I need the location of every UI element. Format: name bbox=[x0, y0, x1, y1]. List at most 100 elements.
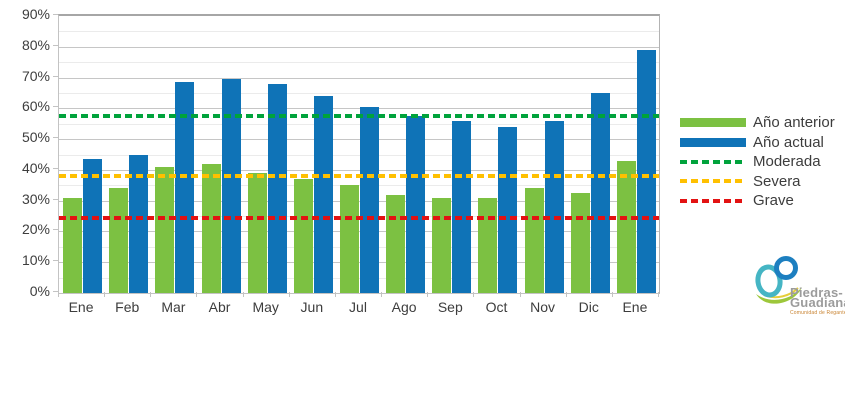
chart-legend: Año anterior Año actual Moderada Severa Grav… bbox=[680, 113, 835, 211]
x-axis-label: May bbox=[252, 299, 279, 315]
bar-ano-anterior bbox=[570, 192, 590, 293]
bar-ano-actual bbox=[590, 92, 610, 293]
x-axis-label: Dic bbox=[578, 299, 599, 315]
legend-item-grave: Grave bbox=[680, 191, 835, 211]
legend-swatch-moderada bbox=[680, 159, 746, 164]
reference-line-grave bbox=[59, 215, 659, 220]
x-axis-label: Nov bbox=[530, 299, 556, 315]
company-logo: Piedras- Guadiana Comunidad de Regantes bbox=[740, 252, 845, 327]
bar-ano-actual bbox=[129, 154, 149, 293]
plot-area bbox=[58, 14, 660, 294]
y-axis-tick bbox=[53, 229, 58, 231]
gridline-major bbox=[59, 139, 659, 141]
bar-ano-actual bbox=[636, 49, 656, 293]
legend-label-ano-anterior: Año anterior bbox=[753, 114, 835, 132]
logo-tagline: Comunidad de Regantes bbox=[790, 310, 845, 316]
y-axis-label: 30% bbox=[21, 190, 50, 207]
x-axis-tick bbox=[566, 292, 567, 297]
y-axis-label: 60% bbox=[21, 98, 50, 115]
bar-ano-anterior bbox=[524, 188, 544, 293]
gridline-minor bbox=[59, 154, 659, 156]
gridline-minor bbox=[59, 123, 659, 125]
gridline-minor bbox=[59, 62, 659, 64]
x-axis-label: Oct bbox=[485, 299, 508, 315]
bar-ano-anterior bbox=[109, 188, 129, 293]
logo-name-line2: Guadiana bbox=[790, 295, 845, 310]
bar-ano-anterior bbox=[155, 166, 175, 293]
gridline-major bbox=[59, 77, 659, 79]
gridline-minor bbox=[59, 185, 659, 187]
legend-item-moderada: Moderada bbox=[680, 152, 835, 172]
gridline-major bbox=[59, 108, 659, 110]
legend-swatch-severa bbox=[680, 179, 746, 184]
legend-item-ano-actual: Año actual bbox=[680, 133, 835, 153]
bar-ano-actual bbox=[452, 120, 472, 293]
y-axis-tick bbox=[53, 44, 58, 46]
legend-label-severa: Severa bbox=[753, 172, 801, 190]
gridline-major bbox=[59, 231, 659, 233]
legend-swatch-ano-anterior bbox=[680, 118, 746, 128]
reference-line-moderada bbox=[59, 114, 659, 119]
y-axis-label: 90% bbox=[21, 6, 50, 22]
bar-ano-anterior bbox=[478, 197, 498, 293]
x-axis-tick bbox=[658, 292, 659, 297]
y-axis-label: 0% bbox=[29, 283, 50, 299]
legend-swatch-ano-actual bbox=[680, 137, 746, 147]
y-axis-tick bbox=[53, 198, 58, 200]
x-axis-label: Feb bbox=[115, 299, 140, 315]
bar-ano-actual bbox=[221, 79, 241, 293]
reference-line-severa bbox=[59, 174, 659, 179]
x-axis-tick bbox=[289, 292, 290, 297]
y-axis-tick bbox=[53, 260, 58, 262]
x-axis-tick bbox=[104, 292, 105, 297]
x-axis-tick bbox=[335, 292, 336, 297]
bar-ano-actual bbox=[544, 120, 564, 293]
gridline-major bbox=[59, 169, 659, 171]
bar-ano-actual bbox=[360, 106, 379, 293]
y-axis-tick bbox=[53, 14, 58, 15]
x-axis-tick bbox=[196, 292, 197, 297]
legend-label-moderada: Moderada bbox=[753, 153, 821, 171]
legend-swatch-grave bbox=[680, 198, 746, 203]
bar-ano-actual bbox=[267, 83, 287, 293]
x-axis-label: Jun bbox=[300, 299, 324, 315]
bar-ano-actual bbox=[313, 96, 333, 293]
x-axis-tick bbox=[381, 292, 382, 297]
gridline-minor bbox=[59, 246, 659, 248]
bar-ano-anterior bbox=[432, 197, 452, 293]
x-axis-tick bbox=[520, 292, 521, 297]
x-axis-label: Sep bbox=[437, 299, 463, 315]
y-axis-tick bbox=[53, 106, 58, 108]
y-axis-label: 80% bbox=[21, 36, 50, 53]
y-axis-label: 20% bbox=[21, 221, 50, 238]
gridline-minor bbox=[59, 277, 659, 279]
x-axis-tick bbox=[58, 292, 59, 297]
bar-ano-actual bbox=[175, 82, 195, 293]
bar-ano-anterior bbox=[247, 172, 267, 293]
bar-ano-actual bbox=[498, 126, 518, 293]
x-axis-label: Abr bbox=[208, 299, 231, 315]
logo-wordmark: Piedras- Guadiana Comunidad de Regantes bbox=[790, 285, 845, 316]
legend-item-ano-anterior: Año anterior bbox=[680, 113, 835, 133]
bar-ano-actual bbox=[406, 116, 426, 293]
x-axis-label: Mar bbox=[161, 299, 186, 315]
x-axis-tick bbox=[150, 292, 151, 297]
gridline-minor bbox=[59, 31, 659, 33]
bar-ano-anterior bbox=[386, 194, 406, 293]
x-axis-label: Ago bbox=[391, 299, 417, 315]
x-axis-label: Ene bbox=[622, 299, 648, 315]
y-axis-label: 10% bbox=[21, 252, 50, 269]
legend-label-grave: Grave bbox=[753, 192, 794, 210]
bar-ano-actual bbox=[83, 159, 103, 293]
gridline-major bbox=[59, 262, 659, 264]
bar-ano-anterior bbox=[293, 179, 313, 293]
bar-ano-anterior bbox=[63, 197, 83, 293]
gridline-minor bbox=[59, 92, 659, 94]
bar-ano-anterior bbox=[340, 185, 359, 293]
y-axis-tick bbox=[53, 75, 58, 77]
logo-name-line1: Piedras- bbox=[790, 285, 843, 300]
y-axis-label: 40% bbox=[21, 159, 50, 176]
y-axis-tick bbox=[53, 137, 58, 139]
x-axis-tick bbox=[612, 292, 613, 297]
